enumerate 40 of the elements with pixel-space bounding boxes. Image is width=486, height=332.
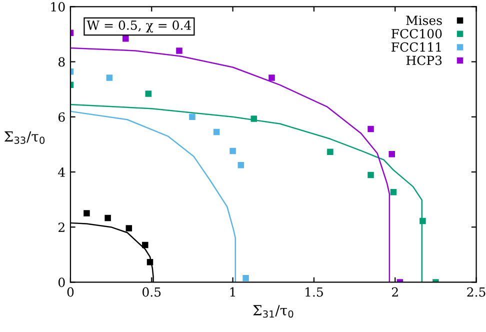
point xyxy=(189,114,196,120)
point xyxy=(106,74,113,81)
point xyxy=(122,35,129,42)
y-tick-label: 6 xyxy=(58,112,65,122)
legend-label: FCC111 xyxy=(392,42,441,52)
x-axis-title: Σ$_{31}$/τ$_{0}$ xyxy=(253,305,294,318)
x-tick-label: 2.5 xyxy=(467,287,486,297)
point xyxy=(268,74,275,81)
point xyxy=(390,188,397,196)
y-tick-label: 2 xyxy=(58,222,64,232)
point xyxy=(238,162,244,168)
legend-label: Mises xyxy=(406,16,442,26)
point xyxy=(145,90,152,97)
x-tick-label: 2 xyxy=(392,287,398,297)
y-tick-label: 4 xyxy=(58,167,65,177)
x-tick-label: 0.5 xyxy=(142,287,161,297)
point xyxy=(84,210,90,216)
point xyxy=(126,225,132,232)
point xyxy=(176,48,182,54)
x-tick-label: 0 xyxy=(67,287,74,297)
legend-label: HCP3 xyxy=(406,56,442,66)
line-series xyxy=(70,104,423,282)
x-tick-label: 1.5 xyxy=(306,287,323,297)
y-axis-title: Σ$_{33}$/τ$_{0}$ xyxy=(4,131,45,144)
y-tick-label: 10 xyxy=(51,2,65,12)
y-tick-label: 0 xyxy=(58,278,65,288)
point xyxy=(327,148,334,155)
annotation: W = 0.5, χ = 0.4 xyxy=(86,20,192,33)
y-tick-label: 8 xyxy=(58,57,65,67)
point xyxy=(368,126,374,132)
point xyxy=(388,150,395,158)
legend-label: FCC100 xyxy=(392,28,442,38)
x-tick-label: 1 xyxy=(230,287,235,297)
point xyxy=(213,128,220,136)
line-series xyxy=(70,110,236,282)
point xyxy=(230,148,236,154)
point xyxy=(368,172,374,178)
point xyxy=(104,214,111,222)
point xyxy=(242,274,249,282)
point xyxy=(142,242,148,248)
